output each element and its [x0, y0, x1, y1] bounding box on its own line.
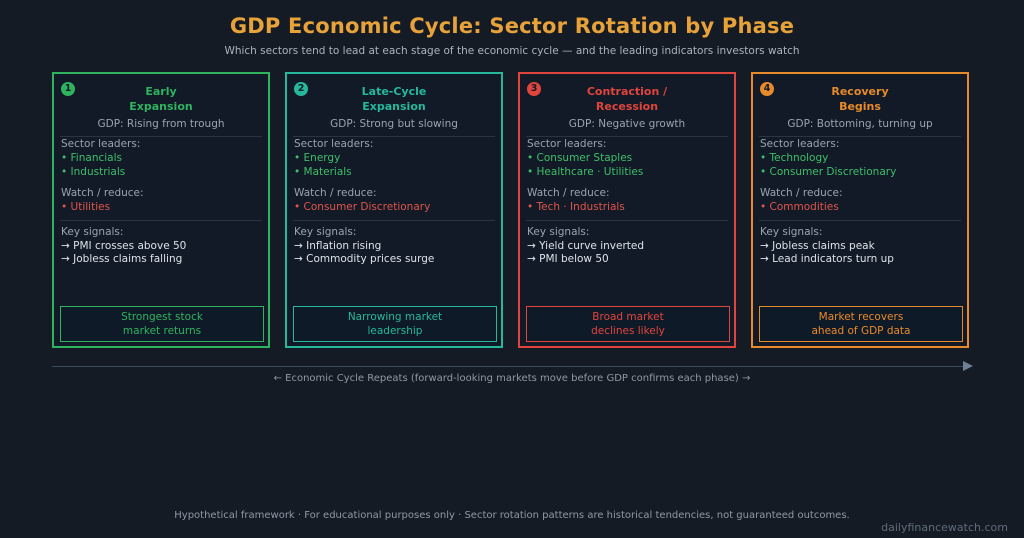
- market-outcome-box: Narrowing market leadership: [293, 306, 497, 342]
- key-signal-item: → Jobless claims peak: [760, 240, 875, 252]
- arrow-right-icon: [963, 361, 973, 371]
- divider: [60, 136, 262, 137]
- sector-leader-item: • Energy: [294, 152, 341, 164]
- sector-leaders-label: Sector leaders:: [294, 138, 374, 150]
- phase-number-badge: 3: [527, 82, 541, 96]
- market-outcome-text: Narrowing market leadership: [347, 311, 443, 337]
- watch-reduce-label: Watch / reduce:: [527, 187, 610, 199]
- divider: [60, 220, 262, 221]
- key-signal-item: → PMI crosses above 50: [61, 240, 187, 252]
- key-signals-label: Key signals:: [294, 226, 357, 238]
- key-signal-item: → Commodity prices surge: [294, 253, 435, 265]
- sector-leader-item: • Consumer Discretionary: [760, 166, 897, 178]
- market-outcome-box: Broad market declines likely: [526, 306, 730, 342]
- phase-card: 1 Early Expansion GDP: Rising from trough S…: [52, 72, 270, 348]
- key-signal-item: → Yield curve inverted: [527, 240, 645, 252]
- phase-number-badge: 1: [61, 82, 75, 96]
- watch-reduce-label: Watch / reduce:: [294, 187, 377, 199]
- phase-card: 3 Contraction / Recession GDP: Negative gr…: [518, 72, 736, 348]
- key-signals-label: Key signals:: [61, 226, 124, 238]
- market-outcome-box: Strongest stock market returns: [60, 306, 264, 342]
- phase-card: 2 Late-Cycle Expansion GDP: Strong but slo…: [285, 72, 503, 348]
- watch-reduce-item: • Consumer Discretionary: [294, 201, 431, 213]
- cycle-caption: ← Economic Cycle Repeats (forward-lookin…: [273, 373, 751, 384]
- phase-name: Contraction / Recession: [586, 85, 668, 113]
- brand-link[interactable]: dailyfinancewatch.com: [881, 521, 1008, 534]
- gdp-status: GDP: Bottoming, turning up: [787, 118, 933, 130]
- sector-leader-item: • Financials: [61, 152, 122, 164]
- phase-name: Early Expansion: [129, 85, 193, 113]
- divider: [293, 220, 495, 221]
- phase-name: Late-Cycle Expansion: [361, 85, 427, 113]
- watch-reduce-item: • Tech · Industrials: [527, 201, 625, 213]
- market-outcome-box: Market recovers ahead of GDP data: [759, 306, 963, 342]
- phase-name: Recovery Begins: [831, 85, 889, 113]
- phase-card: 4 Recovery Begins GDP: Bottoming, turning …: [751, 72, 969, 348]
- sector-leader-item: • Consumer Staples: [527, 152, 633, 164]
- divider: [293, 136, 495, 137]
- key-signals-label: Key signals:: [527, 226, 590, 238]
- key-signal-item: → PMI below 50: [527, 253, 609, 265]
- divider: [759, 220, 961, 221]
- market-outcome-text: Broad market declines likely: [591, 311, 665, 337]
- watch-reduce-item: • Utilities: [61, 201, 111, 213]
- watch-reduce-item: • Commodities: [760, 201, 839, 213]
- page-title: GDP Economic Cycle: Sector Rotation by P…: [229, 14, 795, 38]
- key-signal-item: → Lead indicators turn up: [760, 253, 894, 265]
- phase-number-badge: 2: [294, 82, 308, 96]
- gdp-status: GDP: Strong but slowing: [330, 118, 458, 130]
- divider: [526, 220, 728, 221]
- phase-number-badge: 4: [760, 82, 774, 96]
- sector-leader-item: • Materials: [294, 166, 352, 178]
- watch-reduce-label: Watch / reduce:: [61, 187, 144, 199]
- sector-leaders-label: Sector leaders:: [760, 138, 840, 150]
- key-signal-item: → Inflation rising: [294, 240, 382, 252]
- sector-leader-item: • Industrials: [61, 166, 126, 178]
- cycle-arrow-line: [52, 366, 964, 367]
- watch-reduce-label: Watch / reduce:: [760, 187, 843, 199]
- gdp-status: GDP: Negative growth: [568, 118, 686, 130]
- sector-leader-item: • Technology: [760, 152, 829, 164]
- sector-leaders-label: Sector leaders:: [527, 138, 607, 150]
- key-signals-label: Key signals:: [760, 226, 823, 238]
- page-subtitle: Which sectors tend to lead at each stage…: [224, 45, 800, 57]
- divider: [759, 136, 961, 137]
- gdp-status: GDP: Rising from trough: [97, 118, 225, 130]
- divider: [526, 136, 728, 137]
- sector-leader-item: • Healthcare · Utilities: [527, 166, 644, 178]
- footnote: Hypothetical framework · For educational…: [174, 510, 850, 521]
- sector-leaders-label: Sector leaders:: [61, 138, 141, 150]
- market-outcome-text: Market recovers ahead of GDP data: [811, 311, 911, 337]
- market-outcome-text: Strongest stock market returns: [121, 311, 203, 337]
- key-signal-item: → Jobless claims falling: [61, 253, 183, 265]
